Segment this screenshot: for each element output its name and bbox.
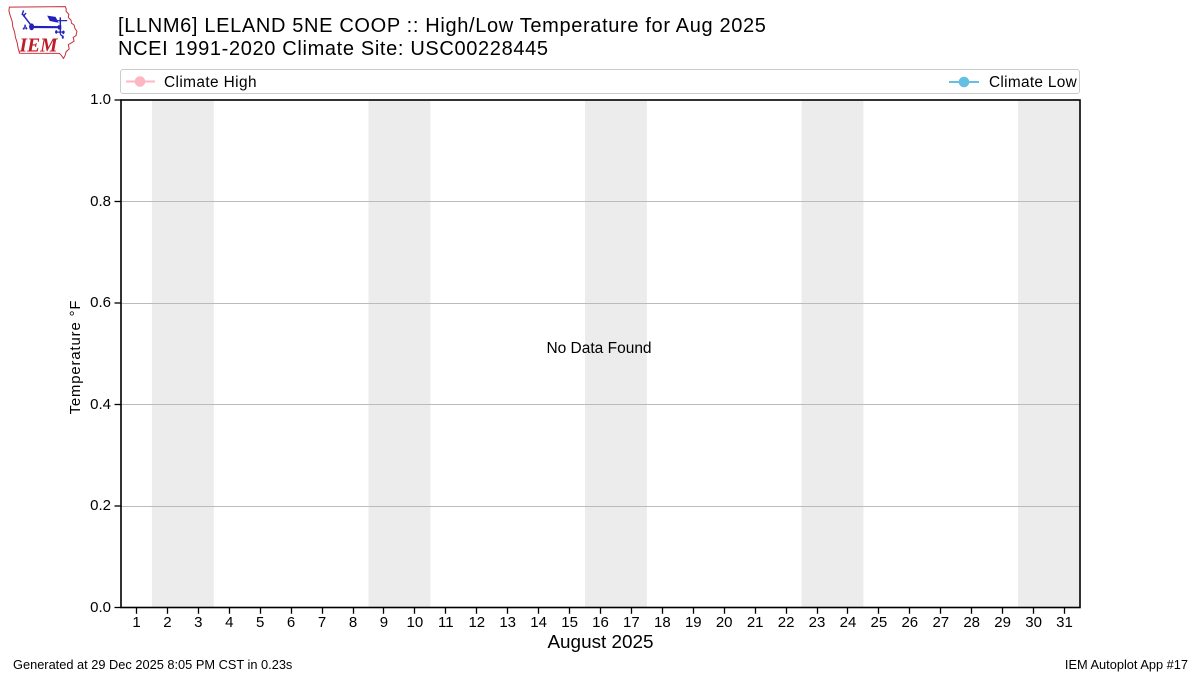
svg-text:IEM: IEM bbox=[19, 35, 59, 56]
